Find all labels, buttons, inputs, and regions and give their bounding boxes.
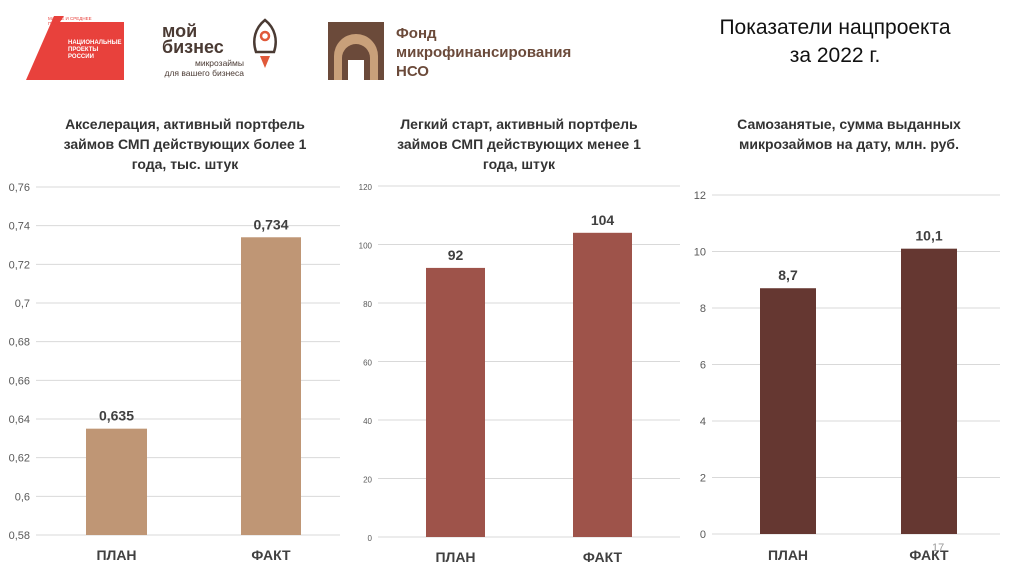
chart1-category-label: ПЛАН: [96, 547, 136, 563]
chart1-title-line2: займов СМП действующих более 1: [63, 136, 307, 152]
chart3-ytick-label: 10: [694, 247, 706, 259]
chart3-category-label: ПЛАН: [768, 547, 808, 563]
chart2-title-line2: займов СМП действующих менее 1: [397, 136, 641, 152]
chart2-data-label: 104: [591, 212, 615, 228]
chart2-category-label: ФАКТ: [583, 549, 623, 565]
chart3-data-label: 8,7: [778, 267, 798, 283]
chart2-ytick-label: 80: [363, 300, 372, 309]
chart3-ytick-label: 0: [700, 529, 706, 541]
chart3-title: Самозанятые, сумма выданных микрозаймов …: [704, 114, 994, 154]
chart3-bar: [901, 248, 957, 535]
chart1-ytick-label: 0,76: [9, 182, 30, 194]
chart3-ytick-label: 12: [694, 190, 706, 202]
chart3-category-label: ФАКТ: [909, 547, 949, 563]
moy-biznes-word2: бизнес: [162, 37, 224, 57]
chart1-ytick-label: 0,74: [9, 221, 30, 233]
chart2-ytick-label: 20: [363, 476, 372, 485]
moy-biznes-logo: мой бизнес микрозаймы для вашего бизнеса: [158, 18, 288, 88]
chart2-bar: [573, 232, 632, 538]
chart3-ytick-label: 4: [700, 416, 706, 428]
chart2-category-label: ПЛАН: [435, 549, 475, 565]
fond-logo: Фонд микрофинансирования НСО: [328, 22, 572, 84]
national-projects-logo: МАЛОЕ И СРЕДНЕЕ ПРЕДПРИНИМАТЕЛЬСТВО НАЦИ…: [24, 14, 130, 84]
chart1-ytick-label: 0,58: [9, 530, 30, 542]
chart3-title-line1: Самозанятые, сумма выданных: [737, 116, 961, 132]
page-title-line1: Показатели нацпроекта: [719, 16, 951, 39]
moy-biznes-tagline1: микрозаймы: [195, 58, 244, 68]
national-projects-emblem-icon: [26, 16, 124, 80]
chart1-category-label: ФАКТ: [251, 547, 291, 563]
chart3-bar: [760, 288, 816, 534]
fond-line2: микрофинансирования: [396, 44, 572, 61]
chart1-title-line1: Акселерация, активный портфель: [65, 116, 305, 132]
chart2-title-line1: Легкий старт, активный портфель: [400, 116, 638, 132]
chart1-ytick-label: 0,62: [9, 453, 30, 465]
page-title: Показатели нацпроекта за 2022 г.: [690, 14, 980, 70]
chart2-title: Легкий старт, активный портфель займов С…: [374, 114, 664, 174]
chart2-bar: [426, 267, 485, 537]
page-title-line2: за 2022 г.: [789, 44, 881, 67]
chart1-data-label: 0,734: [253, 216, 288, 232]
fond-line1: Фонд: [396, 25, 437, 42]
chart2-data-label: 92: [448, 247, 464, 263]
rocket-icon: [253, 18, 277, 68]
page-number: 17: [932, 542, 945, 554]
chart2-title-line3: года, штук: [482, 156, 556, 172]
chart1-ytick-label: 0,7: [15, 298, 30, 310]
chart1-ytick-label: 0,6: [15, 491, 30, 503]
chart1-data-label: 0,635: [99, 408, 134, 424]
chart3-title-line2: микрозаймов на дату, млн. руб.: [739, 136, 959, 152]
chart3-data-label: 10,1: [915, 228, 942, 244]
chart2-ytick-label: 40: [363, 417, 372, 426]
national-projects-small-text: МАЛОЕ И СРЕДНЕЕ ПРЕДПРИНИМАТЕЛЬСТВО: [48, 16, 107, 26]
chart1-ytick-label: 0,64: [9, 414, 30, 426]
chart3-ytick-label: 6: [700, 360, 706, 372]
chart2-ytick-label: 120: [359, 183, 373, 192]
chart1-title-line3: года, тыс. штук: [131, 156, 239, 172]
chart3-ytick-label: 8: [700, 303, 706, 315]
chart1-bar: [86, 428, 147, 535]
chart2-ytick-label: 60: [363, 359, 372, 368]
chart1-ytick-label: 0,72: [9, 259, 30, 271]
chart2-ytick-label: 100: [359, 242, 373, 251]
national-projects-main-text: НАЦИОНАЛЬНЫЕ ПРОЕКТЫ РОССИИ: [68, 40, 122, 60]
fond-line3: НСО: [396, 63, 429, 80]
chart1-ytick-label: 0,68: [9, 337, 30, 349]
moy-biznes-tagline2: для вашего бизнеса: [164, 68, 245, 78]
chart1-ytick-label: 0,66: [9, 375, 30, 387]
chart1-title: Акселерация, активный портфель займов СМ…: [40, 114, 330, 174]
chart3-ytick-label: 2: [700, 473, 706, 485]
fond-emblem-icon: [328, 22, 384, 80]
chart1-bar: [241, 237, 301, 535]
moy-biznes-word1: мой: [162, 21, 198, 41]
chart2-ytick-label: 0: [368, 534, 373, 543]
